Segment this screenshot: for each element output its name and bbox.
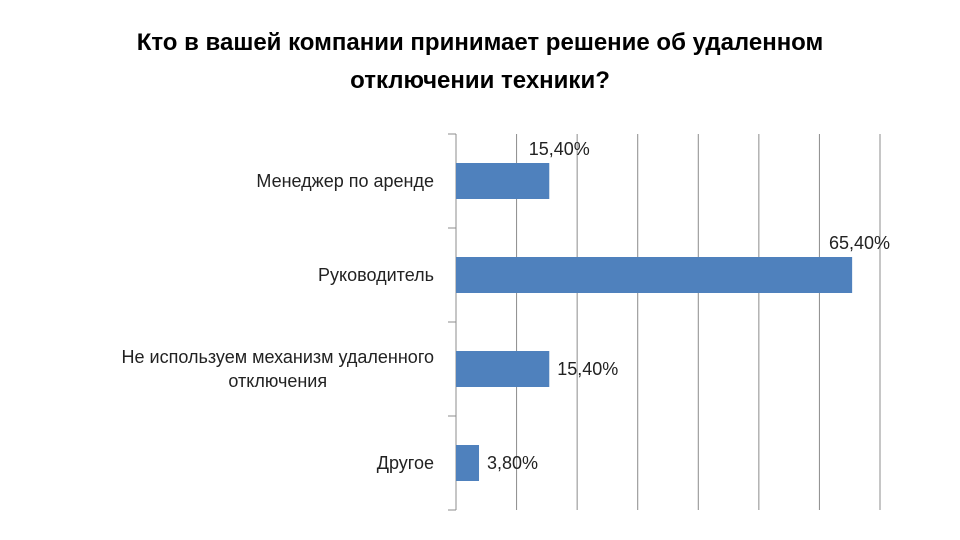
category-axis	[448, 133, 457, 511]
category-label: Другое	[377, 453, 434, 473]
bar	[456, 257, 853, 293]
category-label-line: Руководитель	[318, 265, 434, 285]
bar	[456, 445, 480, 481]
data-label: 15,40%	[529, 139, 590, 159]
category-label: Не используем механизм удаленного отключе…	[122, 347, 434, 391]
bars	[456, 163, 853, 481]
gridlines	[516, 134, 881, 510]
category-label-line: Не используем механизм удаленного	[122, 347, 434, 367]
data-label: 3,80%	[487, 453, 538, 473]
labels: Менеджер по аренде 15,40% Руководитель 65,4…	[122, 139, 890, 473]
chart-title: Кто в вашей компании принимает решение о…	[136, 29, 824, 94]
bar	[456, 163, 550, 199]
bar	[456, 351, 550, 387]
category-label: Менеджер по аренде	[256, 171, 434, 191]
data-label: 65,40%	[829, 233, 890, 253]
category-label-line: Другое	[377, 453, 434, 473]
category-label-line: отключения	[228, 371, 327, 391]
category-label-line: Менеджер по аренде	[256, 171, 434, 191]
category-label: Руководитель	[318, 265, 434, 285]
data-label: 15,40%	[557, 359, 618, 379]
